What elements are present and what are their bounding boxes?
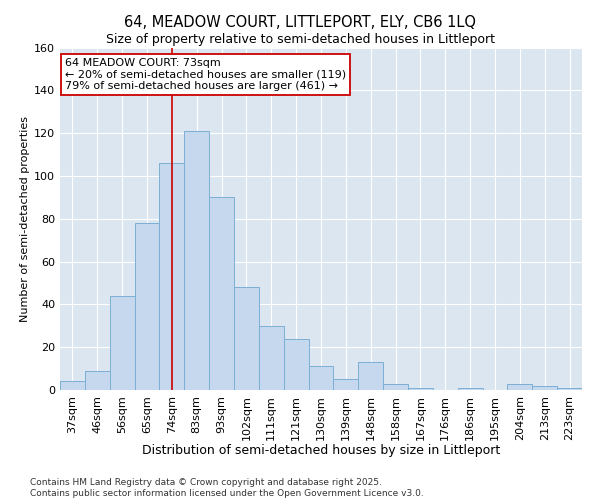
Bar xyxy=(383,384,408,390)
Text: Size of property relative to semi-detached houses in Littleport: Size of property relative to semi-detach… xyxy=(106,32,494,46)
Text: 64, MEADOW COURT, LITTLEPORT, ELY, CB6 1LQ: 64, MEADOW COURT, LITTLEPORT, ELY, CB6 1… xyxy=(124,15,476,30)
Bar xyxy=(209,198,234,390)
Text: Contains HM Land Registry data © Crown copyright and database right 2025.
Contai: Contains HM Land Registry data © Crown c… xyxy=(30,478,424,498)
Bar xyxy=(85,370,110,390)
Bar xyxy=(532,386,557,390)
Bar xyxy=(110,296,134,390)
Text: 64 MEADOW COURT: 73sqm
← 20% of semi-detached houses are smaller (119)
79% of se: 64 MEADOW COURT: 73sqm ← 20% of semi-det… xyxy=(65,58,346,92)
Bar xyxy=(60,382,85,390)
Y-axis label: Number of semi-detached properties: Number of semi-detached properties xyxy=(20,116,30,322)
Bar xyxy=(308,366,334,390)
X-axis label: Distribution of semi-detached houses by size in Littleport: Distribution of semi-detached houses by … xyxy=(142,444,500,457)
Bar xyxy=(408,388,433,390)
Bar xyxy=(259,326,284,390)
Bar xyxy=(134,223,160,390)
Bar xyxy=(284,338,308,390)
Bar xyxy=(458,388,482,390)
Bar xyxy=(358,362,383,390)
Bar xyxy=(508,384,532,390)
Bar xyxy=(184,131,209,390)
Bar xyxy=(557,388,582,390)
Bar xyxy=(334,380,358,390)
Bar xyxy=(160,163,184,390)
Bar xyxy=(234,287,259,390)
